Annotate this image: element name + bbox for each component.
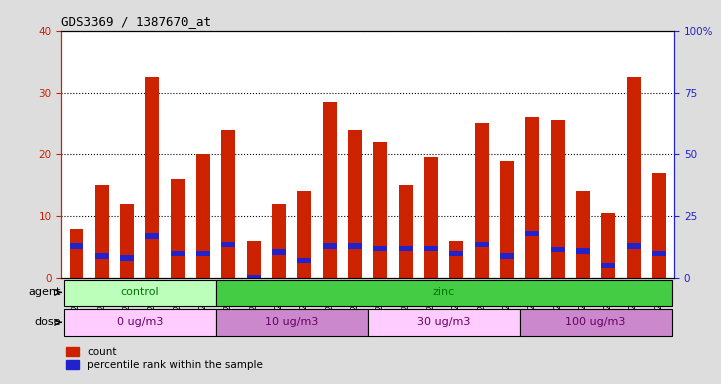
Bar xyxy=(399,185,412,278)
Bar xyxy=(449,241,464,278)
Bar xyxy=(474,242,489,247)
Bar xyxy=(576,192,590,278)
Bar xyxy=(69,228,84,278)
Text: 10 ug/m3: 10 ug/m3 xyxy=(265,317,319,327)
Bar xyxy=(373,245,387,251)
Bar xyxy=(601,263,615,268)
Bar xyxy=(500,161,514,278)
Bar xyxy=(424,157,438,278)
Bar xyxy=(196,250,210,256)
Bar xyxy=(64,310,216,336)
Bar xyxy=(652,250,666,256)
Bar xyxy=(323,102,337,278)
Bar xyxy=(348,243,362,249)
Bar xyxy=(95,253,109,258)
Text: control: control xyxy=(120,287,159,297)
Bar xyxy=(551,247,565,252)
Bar xyxy=(221,130,235,278)
Bar xyxy=(272,204,286,278)
Bar xyxy=(247,275,261,281)
Bar xyxy=(323,243,337,249)
Bar xyxy=(399,245,412,251)
Bar xyxy=(171,250,185,256)
Bar xyxy=(272,249,286,255)
Bar xyxy=(146,233,159,239)
Bar xyxy=(69,243,84,249)
Bar xyxy=(627,243,640,249)
Bar xyxy=(551,120,565,278)
Bar xyxy=(348,130,362,278)
Text: 30 ug/m3: 30 ug/m3 xyxy=(417,317,470,327)
Bar xyxy=(449,250,464,256)
Bar xyxy=(196,154,210,278)
Bar xyxy=(368,310,520,336)
Bar xyxy=(601,213,615,278)
Bar xyxy=(500,253,514,258)
Bar xyxy=(64,280,216,306)
Bar xyxy=(298,192,311,278)
Bar xyxy=(216,310,368,336)
Legend: count, percentile rank within the sample: count, percentile rank within the sample xyxy=(66,347,263,370)
Text: agent: agent xyxy=(28,287,61,297)
Text: dose: dose xyxy=(35,317,61,327)
Bar xyxy=(221,242,235,247)
Bar xyxy=(652,173,666,278)
Bar xyxy=(520,310,671,336)
Bar xyxy=(627,77,640,278)
Bar xyxy=(576,248,590,253)
Bar xyxy=(146,77,159,278)
Bar xyxy=(526,231,539,236)
Bar xyxy=(120,255,134,261)
Bar xyxy=(120,204,134,278)
Bar xyxy=(526,117,539,278)
Bar xyxy=(373,142,387,278)
Bar xyxy=(216,280,671,306)
Bar xyxy=(474,123,489,278)
Bar xyxy=(424,245,438,251)
Text: 100 ug/m3: 100 ug/m3 xyxy=(565,317,626,327)
Text: GDS3369 / 1387670_at: GDS3369 / 1387670_at xyxy=(61,15,211,28)
Text: 0 ug/m3: 0 ug/m3 xyxy=(117,317,163,327)
Bar xyxy=(298,258,311,263)
Bar xyxy=(95,185,109,278)
Text: zinc: zinc xyxy=(433,287,455,297)
Bar xyxy=(247,241,261,278)
Bar xyxy=(171,179,185,278)
